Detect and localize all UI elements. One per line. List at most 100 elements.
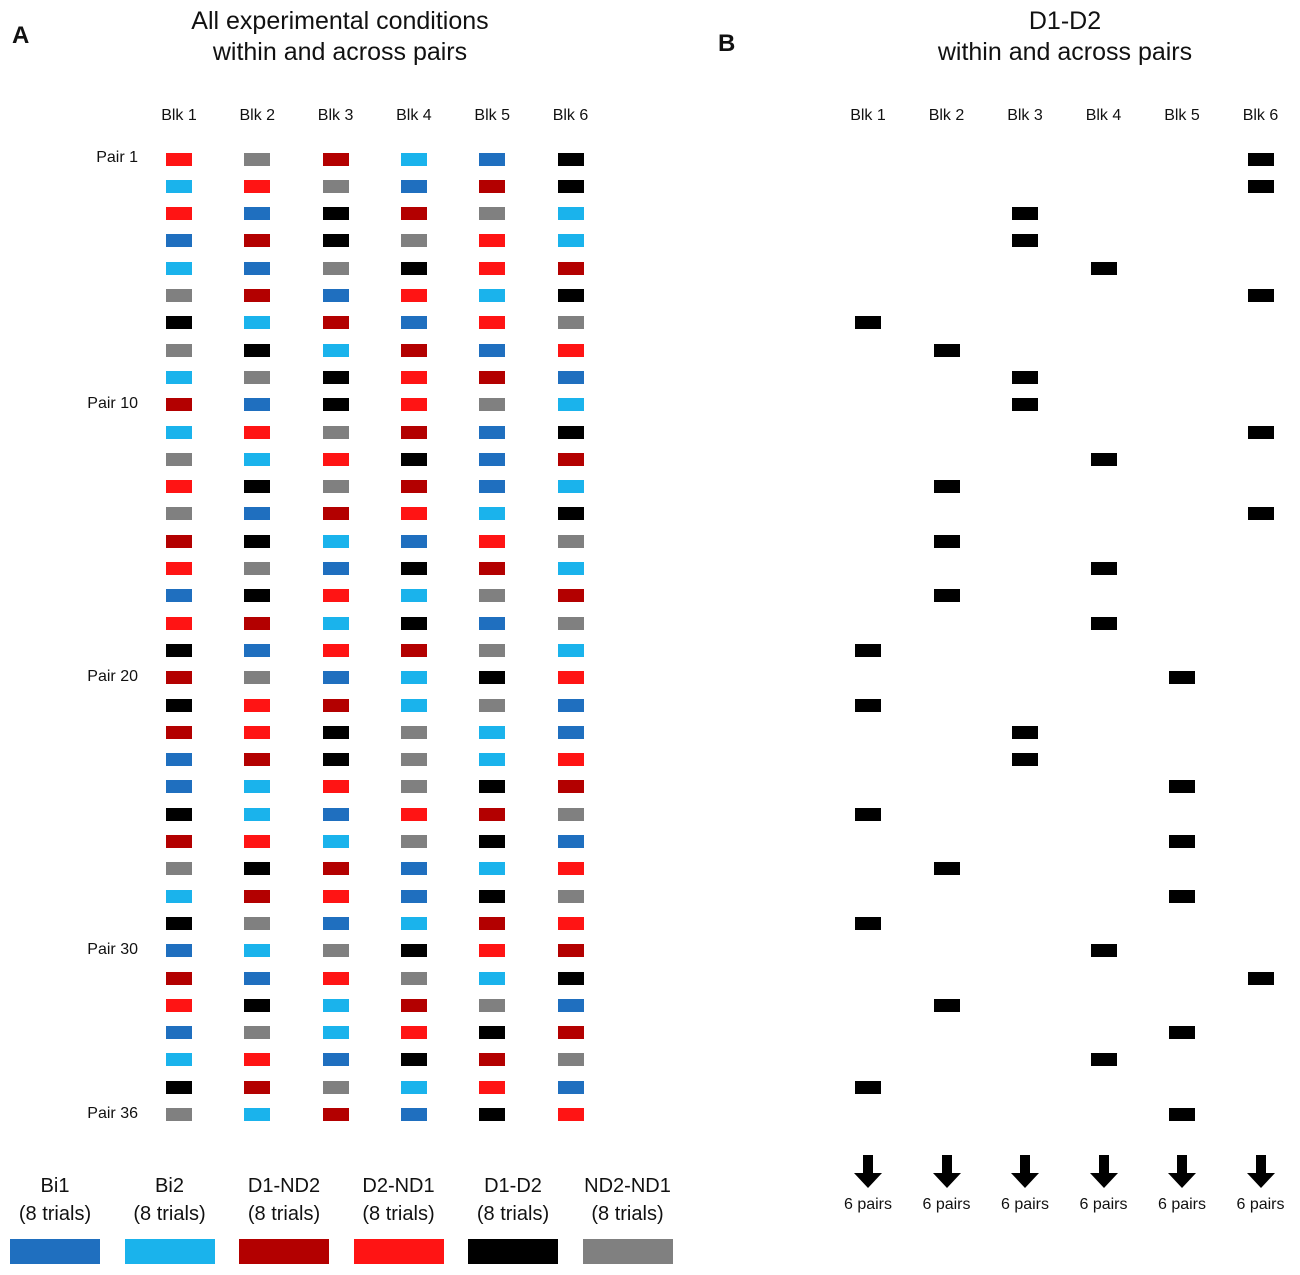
panel-b-mark <box>1169 1108 1195 1121</box>
legend-swatch <box>10 1239 100 1264</box>
panel-b-mark <box>1247 971 1274 985</box>
panel-a-cell <box>557 289 584 302</box>
panel-a-title: All experimental conditions within and a… <box>120 6 560 68</box>
panel-a-cell <box>479 398 506 412</box>
panel-b-column-header: Blk 5 <box>1164 107 1200 124</box>
panel-a-cell <box>400 507 427 521</box>
panel-a-cell <box>479 1053 506 1067</box>
panel-b-column-header: Blk 4 <box>1085 107 1122 124</box>
legend-label: ND2-ND1 (8 trials) <box>584 1175 671 1225</box>
panel-a-cell <box>400 780 427 794</box>
panel-a-cell <box>400 398 427 412</box>
panel-a-cell <box>479 289 506 302</box>
panel-a-column-header: Blk 3 <box>317 107 354 124</box>
panel-b-mark <box>1169 671 1195 685</box>
panel-a-cell <box>557 780 584 794</box>
panel-b-mark <box>933 998 960 1012</box>
panel-a-cell <box>166 835 192 848</box>
panel-a-cell <box>166 452 192 466</box>
panel-a-cell <box>166 1053 192 1067</box>
panel-b-mark <box>1247 507 1274 521</box>
panel-b-mark <box>1090 616 1117 630</box>
panel-a-cell <box>322 643 349 657</box>
panel-a-cell <box>479 234 506 248</box>
panel-a-cell <box>322 1080 349 1094</box>
panel-a-cell <box>557 616 584 630</box>
panel-b-mark <box>1247 152 1274 166</box>
panel-a-cell <box>322 807 349 821</box>
pair-label: Pair 20 <box>87 667 138 685</box>
panel-a-cell <box>557 807 584 821</box>
panel-b-mark <box>1090 1053 1117 1067</box>
panel-a-cell <box>479 534 506 548</box>
panel-a-cell <box>400 562 427 575</box>
panel-a-cell <box>557 1026 584 1040</box>
panel-a-cell <box>400 452 427 466</box>
panel-a-cell <box>400 179 427 193</box>
panel-a-cell <box>400 616 427 630</box>
panel-a-cell <box>322 562 349 575</box>
panel-a-cell <box>557 425 584 439</box>
panel-a-cell <box>322 835 349 848</box>
panel-a-cell <box>557 179 584 193</box>
panel-b-mark <box>1169 889 1195 903</box>
panel-a-cell <box>166 534 192 548</box>
panel-a-cell <box>166 316 192 330</box>
legend-label: Bi1 (8 trials) <box>18 1175 92 1225</box>
panel-a-cell <box>400 698 427 712</box>
panel-a-cell <box>322 916 349 930</box>
panel-a-cell <box>479 725 506 739</box>
panel-a-cell <box>400 725 427 739</box>
panel-a-cell <box>479 944 506 958</box>
panel-a-letter: A <box>12 22 30 49</box>
panel-a-cell <box>479 370 506 384</box>
panel-a-cell <box>322 998 349 1012</box>
panel-b-mark <box>1169 780 1195 794</box>
pairs-total-label: 6 pairs <box>922 1196 971 1213</box>
panel-a-cell <box>166 862 192 876</box>
panel-a-cell <box>479 316 506 330</box>
panel-a-cell <box>557 398 584 412</box>
panel-a-cell <box>166 1026 192 1040</box>
legend-label: D2-ND1 (8 trials) <box>362 1175 435 1225</box>
panel-a-cell <box>557 152 584 166</box>
panel-a-cell <box>244 971 271 985</box>
panel-a-cell <box>400 807 427 821</box>
down-arrow-icon <box>1226 1155 1296 1194</box>
panel-a-cell <box>557 944 584 958</box>
panel-a-cell <box>400 261 427 275</box>
pairs-total-label: 6 pairs <box>1157 1196 1207 1213</box>
panel-a-cell <box>557 589 584 603</box>
panel-a-cell <box>322 616 349 630</box>
panel-a-cell <box>166 398 192 412</box>
panel-a-cell <box>244 261 271 275</box>
panel-a-cell <box>479 780 506 794</box>
legend-label: D1-ND2 (8 trials) <box>247 1175 321 1225</box>
panel-a-cell <box>244 507 271 521</box>
panel-a-cell <box>322 261 349 275</box>
panel-b-mark <box>1012 725 1038 739</box>
panel-b-mark <box>933 480 960 494</box>
panel-b-mark <box>933 589 960 603</box>
panel-b-mark <box>855 1080 881 1094</box>
legend-swatch <box>582 1239 673 1264</box>
panel-a-column-header: Blk 1 <box>161 107 197 124</box>
panel-a-cell <box>322 179 349 193</box>
down-arrow-icon <box>833 1155 903 1194</box>
panel-a-cell <box>400 944 427 958</box>
legend-swatch <box>124 1239 215 1264</box>
down-arrow-icon <box>912 1155 982 1194</box>
panel-a-cell <box>479 971 506 985</box>
panel-a-cell <box>479 671 506 685</box>
panel-b-mark <box>1012 753 1038 767</box>
panel-a-column-header: Blk 4 <box>396 107 432 124</box>
panel-a-cell <box>322 780 349 794</box>
panel-a-cell <box>479 1108 506 1121</box>
panel-a-cell <box>166 1080 192 1094</box>
pair-label: Pair 1 <box>96 149 138 166</box>
panel-a-cell <box>244 998 271 1012</box>
panel-a-cell <box>166 725 192 739</box>
panel-a-cell <box>244 835 271 848</box>
panel-a-cell <box>479 152 506 166</box>
panel-a-cell <box>557 889 584 903</box>
